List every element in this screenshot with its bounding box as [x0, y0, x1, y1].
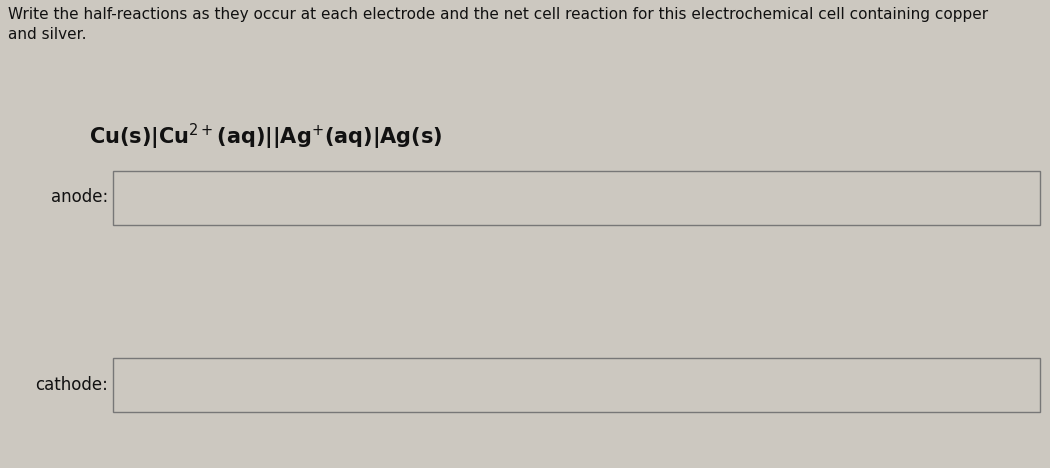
- Text: Cu(s)|Cu$^{2+}$(aq)||Ag$^{+}$(aq)|Ag(s): Cu(s)|Cu$^{2+}$(aq)||Ag$^{+}$(aq)|Ag(s): [89, 122, 443, 152]
- Text: Write the half-reactions as they occur at each electrode and the net cell reacti: Write the half-reactions as they occur a…: [8, 7, 988, 42]
- Text: cathode:: cathode:: [36, 376, 108, 394]
- FancyBboxPatch shape: [113, 358, 1040, 412]
- Text: anode:: anode:: [50, 189, 108, 206]
- FancyBboxPatch shape: [113, 171, 1040, 225]
